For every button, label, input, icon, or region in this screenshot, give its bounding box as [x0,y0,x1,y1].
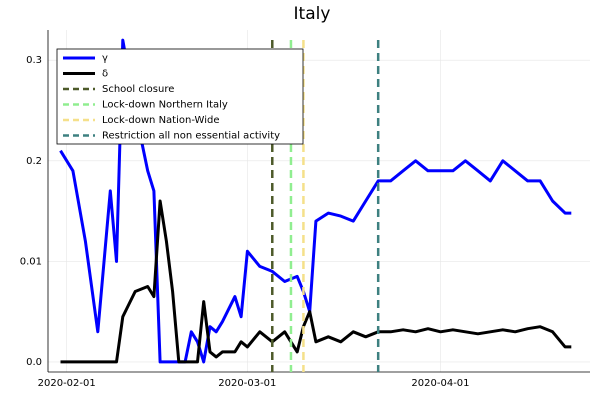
chart-title: Italy [294,4,331,24]
series-line [59,38,572,364]
x-tick-label: 2020-03-01 [218,378,276,389]
legend-label: Restriction all non essential activity [102,131,280,142]
x-tick-label: 2020-04-01 [411,378,469,389]
y-tick-label: 0.2 [26,156,42,167]
y-tick-label: 0.01 [20,256,42,267]
y-tick-label: 0.0 [26,357,42,368]
legend-label: Lock-down Nation-Wide [102,115,220,126]
legend: γδ School closure Lock-down Northern Italy… [56,48,304,145]
legend-box [56,48,304,145]
legend-label: Lock-down Northern Italy [102,100,228,111]
x-tick-label: 2020-02-01 [38,378,96,389]
legend-label: School closure [102,84,174,95]
series-line [60,199,572,364]
legend-label: δ [102,69,108,80]
y-tick-label: 0.3 [26,55,42,66]
legend-label: γ [102,53,108,64]
